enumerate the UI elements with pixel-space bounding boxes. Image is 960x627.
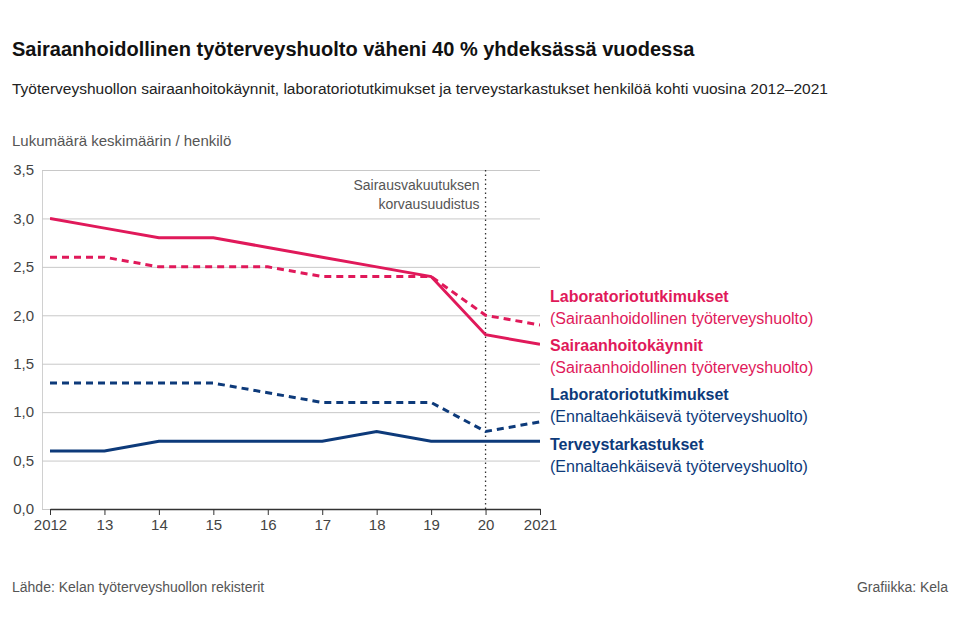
legend-sublabel: (Ennaltaehkäisevä työterveyshuolto) xyxy=(550,408,808,425)
x-axis: 2012 13 14 15 16 17 18 19 20 2021 xyxy=(34,509,557,533)
grid-line xyxy=(42,267,540,268)
credit: Grafiikka: Kela xyxy=(857,579,948,595)
x-tick: 19 xyxy=(423,509,440,533)
legend-sublabel: (Sairaanhoidollinen työterveyshuolto) xyxy=(550,310,813,327)
annotation-text: Sairausvakuutuksen xyxy=(353,177,479,193)
x-tick-label: 14 xyxy=(151,516,168,533)
annotation-line xyxy=(485,170,486,509)
legend-label: Laboratoriotutkimukset xyxy=(550,386,729,403)
x-tick: 14 xyxy=(151,509,168,533)
x-tick-label: 16 xyxy=(260,516,277,533)
x-tick-label: 2021 xyxy=(524,516,557,533)
x-tick-mark xyxy=(268,509,269,515)
x-tick-mark xyxy=(159,509,160,515)
legend-label: Terveystarkastukset xyxy=(550,436,704,453)
y-axis-line xyxy=(43,171,541,510)
x-tick-mark xyxy=(377,509,378,515)
x-tick-mark xyxy=(104,509,105,515)
x-tick-label: 17 xyxy=(314,516,331,533)
y-tick-label: 3,5 xyxy=(13,161,34,178)
x-tick-mark xyxy=(322,509,323,515)
x-tick: 17 xyxy=(314,509,331,533)
x-tick-label: 15 xyxy=(205,516,222,533)
x-tick-label: 2012 xyxy=(34,516,67,533)
x-tick-mark xyxy=(213,509,214,515)
x-axis-line xyxy=(51,509,541,511)
legend-label: Sairaanhoitokäynnit xyxy=(550,337,704,354)
lines xyxy=(50,218,540,450)
grid-line xyxy=(42,509,540,510)
y-tick: 3,0 xyxy=(13,210,540,227)
x-tick-mark xyxy=(540,509,541,515)
grid-line xyxy=(42,218,540,219)
x-tick-label: 13 xyxy=(97,516,114,533)
grid-line xyxy=(42,315,540,316)
x-tick: 18 xyxy=(369,509,386,533)
chart: Sairaanhoidollinen työterveyshuolto vähe… xyxy=(0,0,960,627)
y-tick-label: 2,5 xyxy=(13,258,34,275)
y-axis: 0,0 0,5 1,0 1,5 2,0 2,5 3,0 3,5 xyxy=(13,161,540,517)
legend-sublabel: (Sairaanhoidollinen työterveyshuolto) xyxy=(550,359,813,376)
title: Sairaanhoidollinen työterveyshuolto vähe… xyxy=(12,38,695,60)
x-tick-label: 19 xyxy=(423,516,440,533)
annotation-text: korvausuudistus xyxy=(378,196,479,212)
grid-line xyxy=(42,461,540,462)
x-tick: 15 xyxy=(205,509,222,533)
y-tick-label: 1,0 xyxy=(13,403,34,420)
x-tick-label: 20 xyxy=(478,516,495,533)
y-tick: 1,0 xyxy=(13,403,540,420)
source: Lähde: Kelan työterveyshuollon rekisteri… xyxy=(12,579,264,595)
y-tick-label: 1,5 xyxy=(13,355,34,372)
y-tick-label: 2,0 xyxy=(13,307,34,324)
y-tick-label: 0,5 xyxy=(13,452,34,469)
x-tick-mark xyxy=(431,509,432,515)
x-tick: 2021 xyxy=(524,509,557,533)
x-tick-mark xyxy=(50,509,51,515)
subtitle: Työterveyshuollon sairaanhoitokäynnit, l… xyxy=(12,80,828,97)
x-tick-label: 18 xyxy=(369,516,386,533)
x-tick: 16 xyxy=(260,509,277,533)
x-tick-mark xyxy=(486,509,487,515)
grid-line xyxy=(42,364,540,365)
y-tick: 0,5 xyxy=(13,452,540,469)
x-tick: 20 xyxy=(478,509,495,533)
legend-label: Laboratoriotutkimukset xyxy=(550,288,729,305)
grid-line xyxy=(42,170,540,171)
y-tick: 3,5 xyxy=(13,161,540,178)
legend-sublabel: (Ennaltaehkäisevä työterveyshuolto) xyxy=(550,458,808,475)
y-tick-label: 3,0 xyxy=(13,210,34,227)
series-line xyxy=(50,218,540,344)
x-tick: 13 xyxy=(97,509,114,533)
y-tick: 1,5 xyxy=(13,355,540,372)
y-tick-label: 0,0 xyxy=(13,500,34,517)
series-line xyxy=(50,383,540,431)
grid-line xyxy=(42,412,540,413)
series-line xyxy=(50,432,540,451)
x-tick: 2012 xyxy=(34,509,67,533)
y-tick: 2,5 xyxy=(13,258,540,275)
y-axis-label: Lukumäärä keskimäärin / henkilö xyxy=(12,132,231,149)
